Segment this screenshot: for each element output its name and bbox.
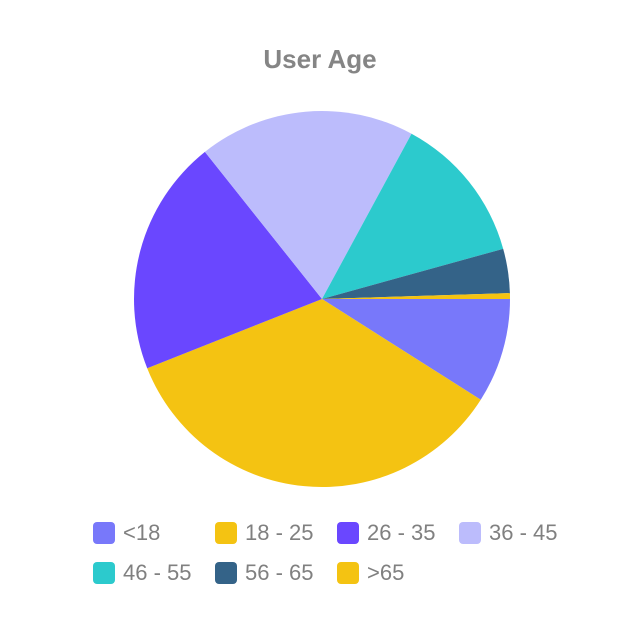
legend-label: 56 - 65 [245,560,314,585]
legend-label: 46 - 55 [123,560,192,585]
legend-swatch [337,522,359,544]
pie-slice-4 [204,111,412,299]
pie-slice-5 [322,133,504,299]
legend-swatch [459,522,481,544]
chart-title: User Age [263,44,377,74]
legend-item: >65 [337,558,404,588]
legend-item: 46 - 55 [93,558,192,588]
legend-item: 26 - 35 [337,518,436,548]
legend-swatch [215,562,237,584]
pie-slice-1 [322,299,510,400]
legend-label: >65 [367,560,405,585]
pie-slice-2 [147,299,481,487]
pie-slice-6 [322,248,510,299]
legend-item: <18 [93,518,160,548]
legend-label: 26 - 35 [367,520,436,545]
legend-label: 36 - 45 [489,520,558,545]
pie-slice-7 [322,293,510,299]
legend-swatch [93,522,115,544]
legend-label: 18 - 25 [245,520,314,545]
legend-swatch [215,522,237,544]
legend-item: 18 - 25 [215,518,314,548]
legend-label: <18 [123,520,161,545]
pie-slice-3 [134,151,322,369]
legend-item: 56 - 65 [215,558,314,588]
legend-item: 36 - 45 [459,518,558,548]
legend-swatch [93,562,115,584]
legend-swatch [337,562,359,584]
